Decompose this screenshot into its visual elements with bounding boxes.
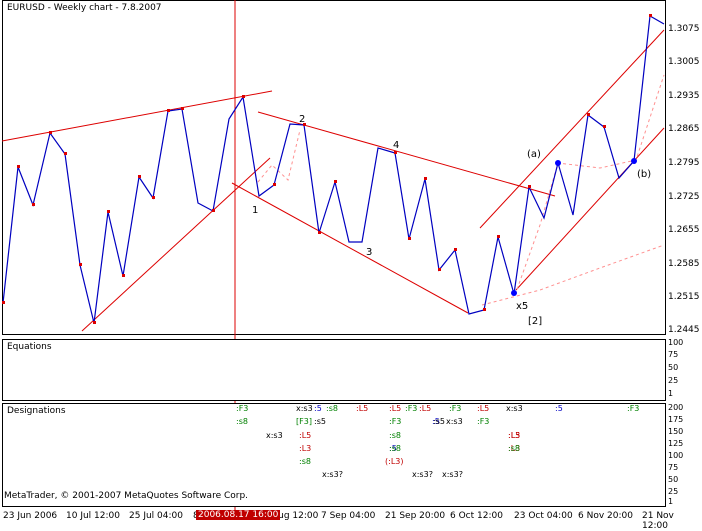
designation-label: :s8 bbox=[299, 457, 311, 466]
designation-label: :F3 bbox=[389, 417, 402, 426]
designations-title: Designations bbox=[7, 406, 66, 416]
price-tick: 1.2445 bbox=[668, 325, 700, 335]
equations-title: Equations bbox=[7, 342, 52, 352]
designation-label: :L3 bbox=[299, 444, 312, 453]
designation-label: x:s3 bbox=[296, 404, 313, 413]
time-tick: 6 Oct 12:00 bbox=[450, 511, 503, 521]
copyright-text: MetaTrader, © 2001-2007 MetaQuotes Softw… bbox=[4, 491, 249, 501]
eq-scale-tick: 25 bbox=[668, 376, 679, 385]
designation-label: :s8 bbox=[326, 404, 338, 413]
des-scale-tick: 75 bbox=[668, 463, 679, 472]
designation-label: :5 bbox=[314, 404, 322, 413]
time-tick: Aug 12:00 bbox=[272, 511, 319, 521]
time-tick: 7 Sep 04:00 bbox=[321, 511, 376, 521]
designation-label: :F3 bbox=[627, 404, 640, 413]
des-scale-tick: 175 bbox=[668, 415, 684, 424]
designation-label: x:s3 bbox=[446, 417, 463, 426]
des-scale-tick: 50 bbox=[668, 475, 679, 484]
designation-label: :s8 bbox=[236, 417, 248, 426]
equations-pane[interactable]: Equations bbox=[2, 339, 666, 401]
designation-label: x:s3 bbox=[506, 404, 523, 413]
designation-label: :L5 bbox=[389, 404, 402, 413]
price-tick: 1.2935 bbox=[668, 91, 700, 101]
designation-label: :F3 bbox=[449, 404, 462, 413]
designation-label: x:s3? bbox=[442, 470, 463, 479]
designation-label: :s5 bbox=[314, 417, 326, 426]
des-scale-tick: 100 bbox=[668, 451, 684, 460]
price-tick: 1.2865 bbox=[668, 124, 700, 134]
designation-label: :L5 bbox=[419, 404, 432, 413]
chart-title: EURUSD - Weekly chart - 7.8.2007 bbox=[7, 3, 162, 13]
designation-label: x:s3? bbox=[412, 470, 433, 479]
time-tick: 10 Jul 12:00 bbox=[66, 511, 120, 521]
time-tick: 23 Jun 2006 bbox=[3, 511, 58, 521]
designation-label: :L3 bbox=[508, 444, 521, 453]
time-tick: 6 Nov 20:00 bbox=[578, 511, 633, 521]
eq-scale-tick: 1 bbox=[668, 389, 674, 398]
eq-scale-tick: 100 bbox=[668, 338, 684, 347]
designations-pane[interactable]: Designations bbox=[2, 403, 666, 507]
designation-label: :s8 bbox=[508, 444, 520, 453]
designation-label: :L3 bbox=[508, 431, 521, 440]
designation-label: :F3 bbox=[405, 404, 418, 413]
designation-label: :F3 bbox=[236, 404, 249, 413]
des-scale-tick: 125 bbox=[668, 439, 684, 448]
designation-label: (:L3) bbox=[385, 457, 404, 466]
designation-label: x:s3 bbox=[266, 431, 283, 440]
price-tick: 1.2655 bbox=[668, 225, 700, 235]
des-scale-tick: 200 bbox=[668, 403, 684, 412]
time-tick: 8 bbox=[193, 511, 199, 521]
time-tick: 21 Nov 12:00 bbox=[642, 511, 674, 531]
price-tick: 1.3075 bbox=[668, 24, 700, 34]
des-scale-tick: 150 bbox=[668, 427, 684, 436]
price-tick: 1.2585 bbox=[668, 259, 700, 269]
price-tick: 1.2725 bbox=[668, 192, 700, 202]
price-tick: 1.2515 bbox=[668, 292, 700, 302]
time-tick: 21 Sep 20:00 bbox=[385, 511, 446, 521]
price-tick: 1.2795 bbox=[668, 158, 700, 168]
designation-label: :F3 bbox=[477, 417, 490, 426]
designation-label: :L5 bbox=[508, 431, 521, 440]
time-tick: 23 Oct 04:00 bbox=[514, 511, 573, 521]
designation-label: :L5 bbox=[299, 431, 312, 440]
des-scale-tick: 1 bbox=[668, 497, 674, 506]
designation-label: :5 bbox=[555, 404, 563, 413]
price-chart-pane[interactable]: EURUSD - Weekly chart - 7.8.2007 bbox=[2, 0, 666, 335]
price-tick: 1.3005 bbox=[668, 57, 700, 67]
designation-label: :5 bbox=[432, 417, 440, 426]
eq-scale-tick: 50 bbox=[668, 363, 679, 372]
designation-label: :s8 bbox=[389, 444, 401, 453]
designation-label: :5 bbox=[389, 444, 397, 453]
designation-label: :L5 bbox=[477, 404, 490, 413]
designation-label: x:s3? bbox=[322, 470, 343, 479]
time-tick: 25 Jul 04:00 bbox=[129, 511, 183, 521]
designation-label: [F3] bbox=[296, 417, 312, 426]
eq-scale-tick: 75 bbox=[668, 350, 679, 359]
designation-label: :s5 bbox=[433, 417, 445, 426]
designation-label: :s8 bbox=[389, 431, 401, 440]
designation-label: :L5 bbox=[356, 404, 369, 413]
des-scale-tick: 25 bbox=[668, 487, 679, 496]
cursor-time-label: 2006.08.17 16:00 bbox=[196, 510, 281, 520]
